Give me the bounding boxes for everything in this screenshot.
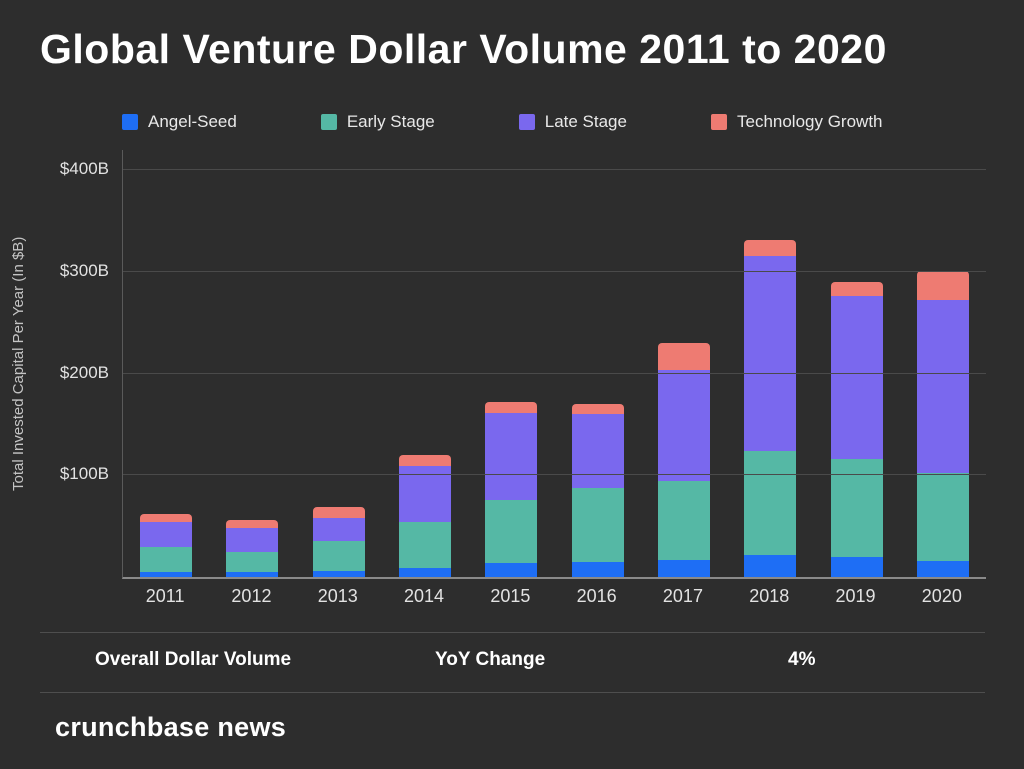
summary-bottom-divider [40, 692, 985, 693]
bar-segment-technology-growth [657, 343, 710, 370]
legend-item-angel-seed: Angel-Seed [122, 112, 237, 132]
y-tick-label: $200B [59, 362, 109, 382]
overall-dollar-volume-label: Overall Dollar Volume [95, 649, 292, 670]
bar-segment-late-stage [571, 414, 624, 488]
bar-segment-technology-growth [571, 404, 624, 415]
y-tick-label: $100B [59, 464, 109, 484]
yoy-change-label: YoY Change [435, 649, 546, 670]
bar-segment-early-stage [140, 546, 193, 572]
gridline [123, 271, 986, 272]
bar-2014 [399, 150, 452, 577]
legend-label: Late Stage [544, 112, 627, 131]
legend-label: Angel-Seed [148, 112, 237, 131]
bar-2012 [226, 150, 279, 577]
bar-segment-technology-growth [226, 520, 279, 529]
summary-top-divider [40, 632, 985, 633]
legend-swatch-late-stage [518, 114, 535, 130]
bar-2020 [916, 150, 969, 577]
x-tick-label-2012: 2012 [231, 586, 272, 606]
x-tick-label-2018: 2018 [749, 586, 790, 606]
bar-segment-angel-seed [485, 562, 538, 577]
bar-segment-technology-growth [140, 514, 193, 523]
bar-segment-early-stage [571, 487, 624, 562]
x-tick-label-2014: 2014 [404, 586, 445, 606]
yoy-change-value: 4% [788, 649, 816, 670]
bar-segment-early-stage [312, 541, 365, 571]
crunchbase-news-logo: crunchbase news [55, 712, 287, 742]
bar-2011 [140, 150, 193, 577]
x-tick-label-2013: 2013 [317, 586, 358, 606]
bar-2017 [657, 150, 710, 577]
bar-segment-late-stage [140, 522, 193, 547]
x-tick-label-2016: 2016 [576, 586, 617, 606]
legend-label: Technology Growth [736, 112, 883, 131]
legend: Angel-Seed Early Stage Late Stage Technolog… [122, 112, 883, 132]
gridline [123, 474, 986, 476]
bar-segment-late-stage [312, 518, 365, 542]
bar-segment-late-stage [485, 413, 538, 500]
bar-segment-late-stage [916, 300, 969, 474]
bar-segment-technology-growth [485, 402, 538, 414]
legend-swatch-technology-growth [710, 114, 727, 130]
bar-segment-angel-seed [830, 556, 883, 577]
bar-segment-angel-seed [140, 571, 193, 577]
x-tick-label-2019: 2019 [835, 586, 876, 606]
x-tick-label-2020: 2020 [921, 586, 962, 606]
y-tick-label: $400B [59, 159, 109, 179]
bar-segment-late-stage [657, 369, 710, 482]
bar-segment-angel-seed [571, 561, 624, 577]
bar-segment-early-stage [744, 450, 797, 555]
legend-item-late-stage: Late Stage [518, 112, 627, 132]
bar-segment-angel-seed [312, 570, 365, 577]
bar-segment-early-stage [830, 459, 883, 557]
plot-area: $100B $200B $300B $400B [60, 150, 986, 579]
y-tick-label: $300B [59, 261, 109, 280]
bars [123, 150, 986, 577]
bar-segment-early-stage [399, 522, 452, 568]
bar-2019 [830, 150, 883, 577]
bar-segment-technology-growth [916, 271, 969, 301]
bar-segment-technology-growth [399, 455, 452, 467]
bar-segment-technology-growth [830, 282, 883, 297]
legend-swatch-angel-seed [122, 114, 138, 130]
y-axis-title: Total Invested Capital Per Year (In $B) [10, 236, 27, 491]
legend-item-technology-growth: Technology Growth [710, 112, 883, 132]
x-tick-label-2017: 2017 [662, 586, 703, 606]
legend-swatch-early-stage [320, 114, 337, 130]
gridline [123, 169, 986, 171]
bar-segment-early-stage [657, 481, 710, 560]
bar-segment-late-stage [399, 466, 452, 523]
page-title: Global Venture Dollar Volume 2011 to 202… [40, 26, 887, 72]
bar-segment-angel-seed [226, 571, 279, 577]
bar-segment-late-stage [830, 296, 883, 460]
gridline [123, 372, 986, 374]
bar-segment-angel-seed [399, 567, 452, 577]
bar-2015 [485, 150, 538, 577]
x-tick-label-2015: 2015 [490, 586, 531, 606]
legend-item-early-stage: Early Stage [320, 112, 435, 132]
bar-2013 [312, 150, 365, 577]
x-tick-label-2011: 2011 [145, 586, 185, 606]
bar-segment-early-stage [916, 473, 969, 561]
bar-segment-technology-growth [744, 239, 797, 256]
bar-segment-late-stage [744, 255, 797, 451]
bar-segment-angel-seed [657, 559, 710, 577]
bar-segment-angel-seed [744, 554, 797, 577]
bar-2016 [571, 150, 624, 577]
bar-segment-angel-seed [916, 560, 969, 577]
legend-label: Early Stage [346, 112, 435, 131]
x-axis-labels: 2011 2012 2013 2014 2015 2016 2017 2018 2019 2020 [122, 586, 985, 607]
bar-2018 [744, 150, 797, 577]
bar-segment-technology-growth [312, 506, 365, 519]
bar-segment-late-stage [226, 528, 279, 552]
bar-segment-early-stage [485, 499, 538, 563]
bar-segment-early-stage [226, 551, 279, 572]
